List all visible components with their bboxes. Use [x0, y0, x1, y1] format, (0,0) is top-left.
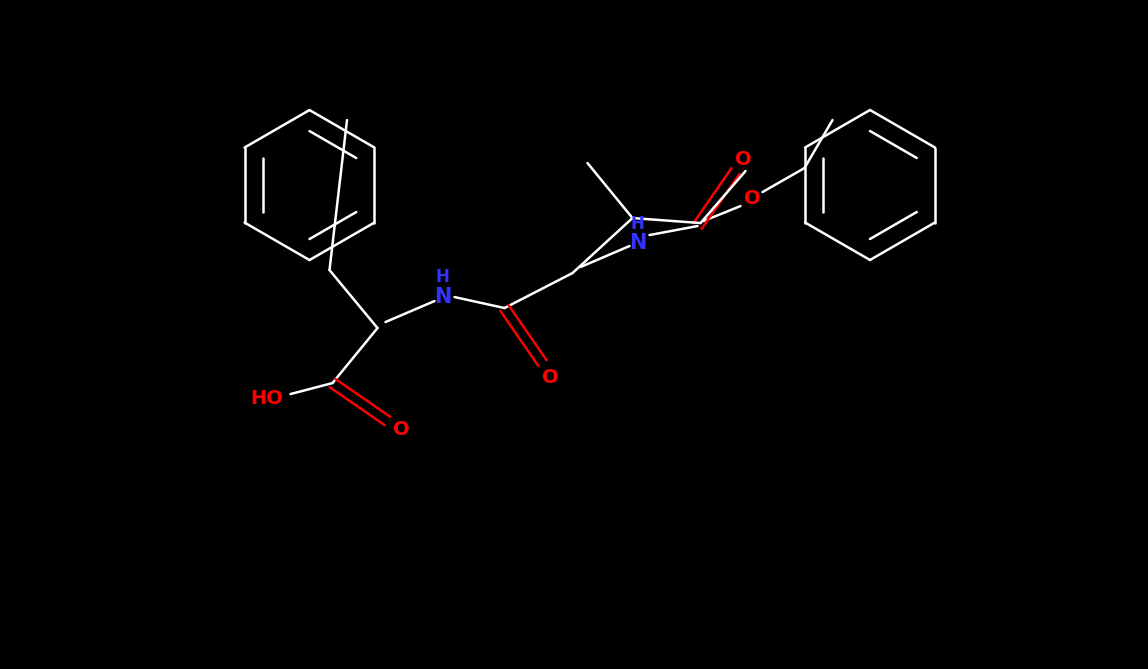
Text: O: O [744, 189, 761, 207]
Text: N: N [434, 287, 451, 307]
Text: O: O [735, 150, 752, 169]
Text: O: O [542, 367, 559, 387]
Text: O: O [393, 419, 410, 439]
Text: H: H [435, 268, 449, 286]
Text: HO: HO [250, 389, 282, 407]
Text: N: N [629, 233, 646, 253]
Text: H: H [630, 215, 644, 233]
